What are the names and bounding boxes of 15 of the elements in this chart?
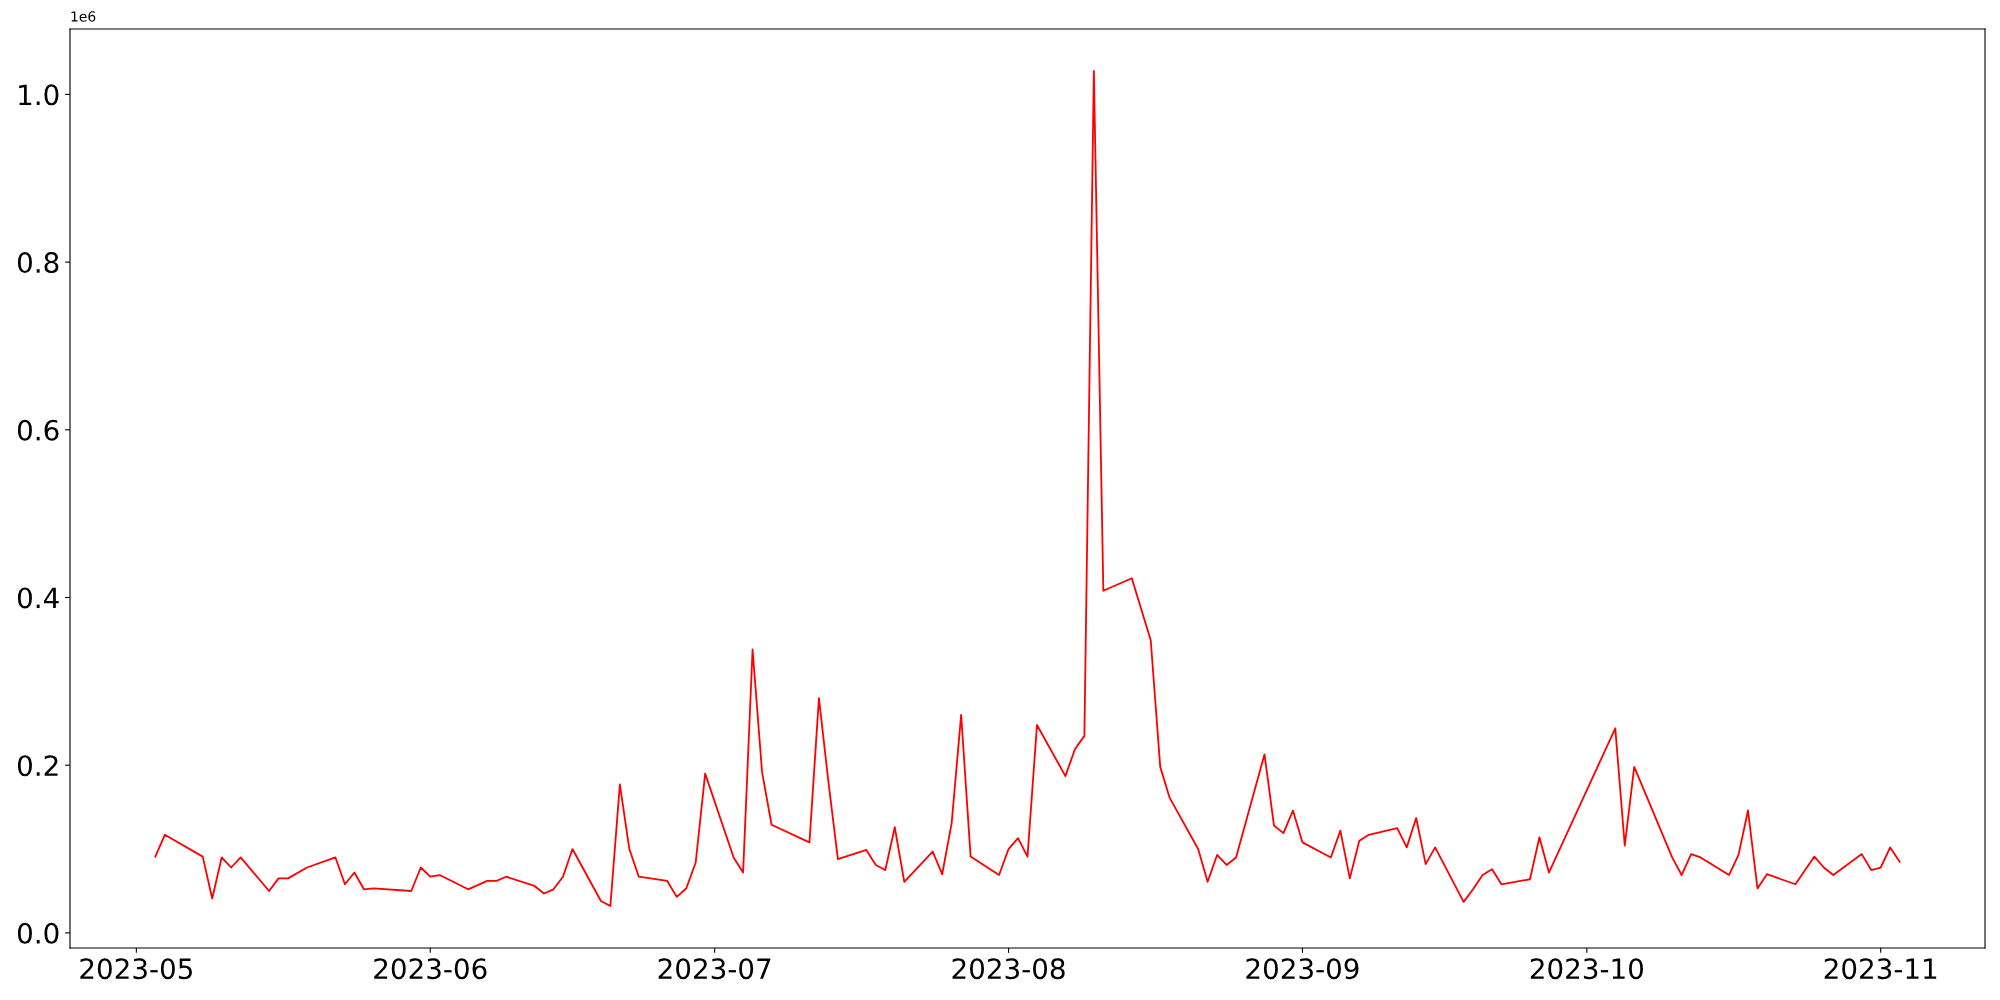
x-tick-label: 2023-05	[80, 958, 192, 980]
x-tick-label: 2023-07	[658, 958, 771, 980]
y-tick-label: 0.8	[17, 252, 59, 274]
x-tick-label: 2023-09	[1246, 958, 1359, 980]
y-tick-label: 1.0	[19, 84, 59, 106]
y-tick-label: 0.0	[17, 922, 59, 944]
text: 1e6	[71, 11, 96, 22]
x-tick-label: 2023-08	[952, 958, 1065, 980]
line-series	[154, 70, 1901, 907]
y-tick-label: 0.6	[17, 419, 59, 441]
y-tick-label: 0.2	[17, 755, 58, 777]
x-tick-label: 2023-06	[374, 958, 487, 980]
y-tick-label: 0.4	[17, 587, 59, 609]
x-tick-label: 2023-11	[1824, 958, 1937, 980]
x-tick-label: 2023-10	[1530, 958, 1644, 980]
